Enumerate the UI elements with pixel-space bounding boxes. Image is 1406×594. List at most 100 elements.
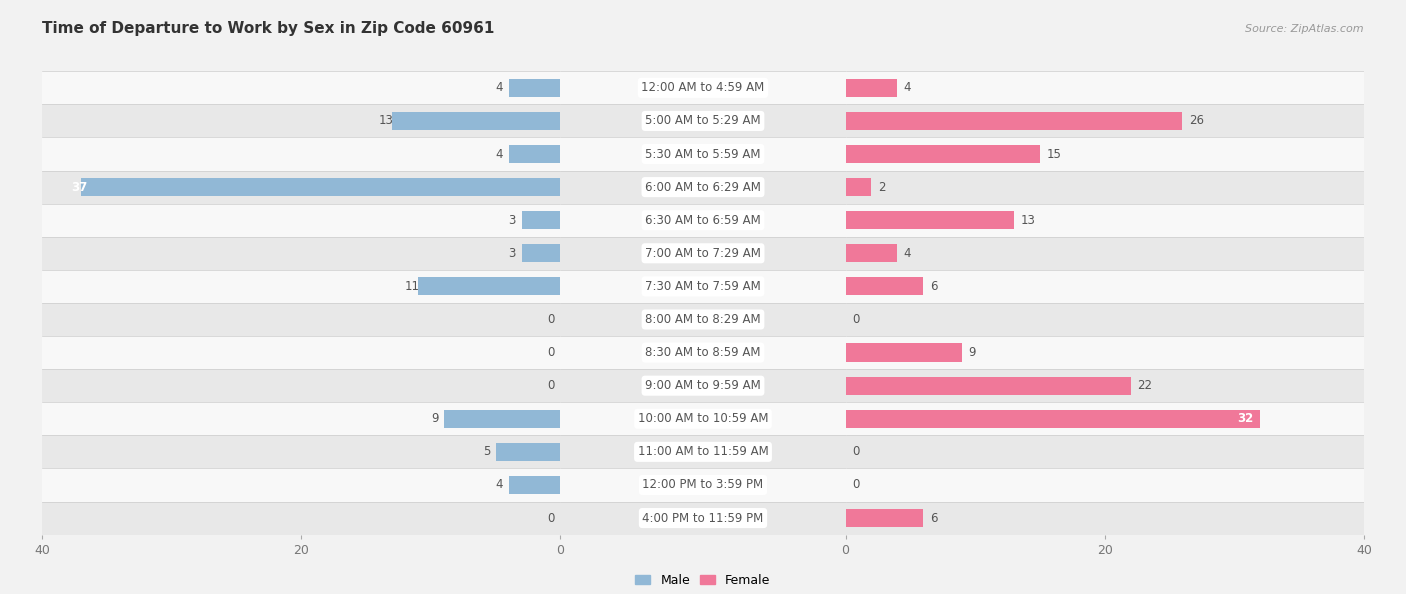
Text: 6:30 AM to 6:59 AM: 6:30 AM to 6:59 AM bbox=[645, 214, 761, 227]
Bar bbox=[42, 270, 561, 303]
Text: 3: 3 bbox=[509, 247, 516, 260]
Bar bbox=[845, 303, 1364, 336]
Bar bbox=[42, 469, 561, 501]
Bar bbox=[42, 170, 561, 204]
Bar bbox=[845, 270, 1364, 303]
Bar bbox=[561, 501, 845, 535]
Bar bbox=[42, 336, 561, 369]
Bar bbox=[42, 369, 561, 402]
Bar bbox=[42, 402, 561, 435]
Bar bbox=[42, 237, 561, 270]
Text: 0: 0 bbox=[852, 478, 859, 491]
Text: 11:00 AM to 11:59 AM: 11:00 AM to 11:59 AM bbox=[638, 446, 768, 459]
Text: Source: ZipAtlas.com: Source: ZipAtlas.com bbox=[1246, 24, 1364, 34]
Bar bbox=[845, 509, 924, 527]
Text: 9:00 AM to 9:59 AM: 9:00 AM to 9:59 AM bbox=[645, 379, 761, 392]
Text: 0: 0 bbox=[547, 313, 555, 326]
Text: 9: 9 bbox=[430, 412, 439, 425]
Bar bbox=[845, 336, 1364, 369]
Text: 13: 13 bbox=[1021, 214, 1035, 227]
Bar bbox=[561, 237, 845, 270]
Bar bbox=[845, 435, 1364, 469]
Bar bbox=[561, 204, 845, 237]
Text: 22: 22 bbox=[1137, 379, 1152, 392]
Text: 12:00 AM to 4:59 AM: 12:00 AM to 4:59 AM bbox=[641, 81, 765, 94]
Bar bbox=[509, 476, 561, 494]
Text: 5: 5 bbox=[482, 446, 491, 459]
Text: 8:30 AM to 8:59 AM: 8:30 AM to 8:59 AM bbox=[645, 346, 761, 359]
Bar bbox=[845, 377, 1130, 395]
Bar bbox=[561, 402, 845, 435]
Bar bbox=[845, 237, 1364, 270]
Text: 5:00 AM to 5:29 AM: 5:00 AM to 5:29 AM bbox=[645, 115, 761, 128]
Bar bbox=[845, 170, 1364, 204]
Bar bbox=[845, 244, 897, 263]
Bar bbox=[42, 137, 561, 170]
Bar bbox=[845, 105, 1364, 137]
Bar bbox=[444, 410, 561, 428]
Bar bbox=[561, 336, 845, 369]
Bar bbox=[845, 402, 1364, 435]
Text: 8:00 AM to 8:29 AM: 8:00 AM to 8:29 AM bbox=[645, 313, 761, 326]
Legend: Male, Female: Male, Female bbox=[630, 568, 776, 592]
Bar bbox=[561, 270, 845, 303]
Bar bbox=[509, 145, 561, 163]
Bar bbox=[845, 204, 1364, 237]
Text: 11: 11 bbox=[405, 280, 420, 293]
Bar bbox=[42, 303, 561, 336]
Bar bbox=[845, 112, 1182, 130]
Bar bbox=[42, 204, 561, 237]
Bar bbox=[845, 410, 1260, 428]
Bar bbox=[418, 277, 561, 295]
Bar bbox=[82, 178, 561, 196]
Text: 12:00 PM to 3:59 PM: 12:00 PM to 3:59 PM bbox=[643, 478, 763, 491]
Text: 0: 0 bbox=[547, 379, 555, 392]
Bar bbox=[845, 469, 1364, 501]
Text: 37: 37 bbox=[72, 181, 87, 194]
Bar bbox=[845, 501, 1364, 535]
Text: 6:00 AM to 6:29 AM: 6:00 AM to 6:29 AM bbox=[645, 181, 761, 194]
Text: 2: 2 bbox=[877, 181, 886, 194]
Bar bbox=[42, 501, 561, 535]
Bar bbox=[845, 71, 1364, 105]
Text: 0: 0 bbox=[852, 313, 859, 326]
Bar bbox=[561, 137, 845, 170]
Text: 32: 32 bbox=[1237, 412, 1254, 425]
Bar bbox=[845, 277, 924, 295]
Bar bbox=[561, 303, 845, 336]
Bar bbox=[845, 79, 897, 97]
Text: 6: 6 bbox=[929, 280, 938, 293]
Bar bbox=[845, 137, 1364, 170]
Bar bbox=[561, 469, 845, 501]
Text: 15: 15 bbox=[1046, 147, 1062, 160]
Bar bbox=[522, 244, 561, 263]
Text: 4: 4 bbox=[496, 81, 503, 94]
Bar bbox=[42, 71, 561, 105]
Text: 5:30 AM to 5:59 AM: 5:30 AM to 5:59 AM bbox=[645, 147, 761, 160]
Bar bbox=[392, 112, 561, 130]
Bar bbox=[561, 105, 845, 137]
Text: 13: 13 bbox=[380, 115, 394, 128]
Bar bbox=[845, 145, 1040, 163]
Text: 4: 4 bbox=[496, 478, 503, 491]
Bar bbox=[561, 71, 845, 105]
Text: 4:00 PM to 11:59 PM: 4:00 PM to 11:59 PM bbox=[643, 511, 763, 525]
Bar bbox=[522, 211, 561, 229]
Bar bbox=[845, 369, 1364, 402]
Bar bbox=[561, 170, 845, 204]
Text: 7:00 AM to 7:29 AM: 7:00 AM to 7:29 AM bbox=[645, 247, 761, 260]
Text: 4: 4 bbox=[496, 147, 503, 160]
Text: Time of Departure to Work by Sex in Zip Code 60961: Time of Departure to Work by Sex in Zip … bbox=[42, 21, 495, 36]
Bar bbox=[509, 79, 561, 97]
Text: 4: 4 bbox=[904, 247, 911, 260]
Text: 4: 4 bbox=[904, 81, 911, 94]
Bar bbox=[496, 443, 561, 461]
Text: 26: 26 bbox=[1189, 115, 1204, 128]
Bar bbox=[42, 435, 561, 469]
Text: 0: 0 bbox=[547, 346, 555, 359]
Text: 10:00 AM to 10:59 AM: 10:00 AM to 10:59 AM bbox=[638, 412, 768, 425]
Text: 3: 3 bbox=[509, 214, 516, 227]
Text: 9: 9 bbox=[969, 346, 976, 359]
Bar bbox=[42, 105, 561, 137]
Bar bbox=[561, 435, 845, 469]
